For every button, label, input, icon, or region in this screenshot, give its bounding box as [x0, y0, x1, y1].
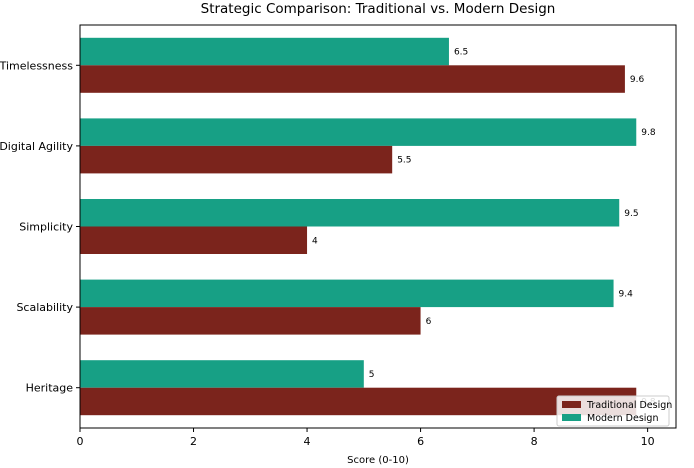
- data-label-modern-digital-agility: 9.8: [641, 128, 656, 138]
- y-tick-label-simplicity: Simplicity: [19, 221, 73, 234]
- x-tick-label-4: 4: [304, 435, 311, 448]
- y-tick-label-digital-agility: Digital Agility: [0, 140, 73, 153]
- bar-traditional-heritage: [80, 387, 637, 416]
- legend-label-modern-design: Modern Design: [587, 413, 658, 424]
- data-label-traditional-simplicity: 4: [312, 236, 318, 246]
- data-label-modern-timelessness: 6.5: [454, 48, 468, 58]
- x-tick-label-6: 6: [417, 435, 424, 448]
- data-label-traditional-timelessness: 9.6: [630, 75, 645, 85]
- data-label-modern-simplicity: 9.5: [624, 209, 638, 219]
- data-label-traditional-scalability: 6: [426, 317, 432, 327]
- legend: Traditional Design Modern Design: [556, 395, 672, 427]
- legend-swatch-traditional-design: [562, 401, 581, 408]
- bar-modern-scalability: [80, 279, 614, 308]
- data-label-modern-heritage: 5: [369, 370, 375, 380]
- bar-modern-digital-agility: [80, 118, 637, 146]
- legend-label-traditional-design: Traditional Design: [586, 400, 672, 411]
- y-tick-label-heritage: Heritage: [26, 382, 74, 395]
- bar-traditional-scalability: [80, 307, 421, 335]
- x-tick-label-10: 10: [641, 435, 655, 448]
- bar-modern-heritage: [80, 360, 364, 388]
- bar-traditional-simplicity: [80, 226, 308, 254]
- x-axis-label: Score (0-10): [347, 455, 409, 466]
- bar-modern-simplicity: [80, 199, 620, 227]
- x-tick-label-8: 8: [531, 435, 538, 448]
- bar-modern-timelessness: [80, 37, 449, 66]
- y-tick-label-timelessness: Timelessness: [0, 59, 73, 72]
- bar-traditional-timelessness: [80, 65, 625, 93]
- data-label-modern-scalability: 9.4: [619, 289, 634, 299]
- legend-swatch-modern-design: [562, 414, 581, 421]
- bar-traditional-digital-agility: [80, 145, 393, 174]
- x-tick-label-0: 0: [77, 435, 84, 448]
- legend-box: [556, 395, 670, 427]
- y-tick-label-scalability: Scalability: [16, 301, 73, 314]
- chart-title: Strategic Comparison: Traditional vs. Mo…: [201, 1, 556, 17]
- data-label-traditional-digital-agility: 5.5: [397, 156, 411, 166]
- x-tick-label-2: 2: [190, 435, 197, 448]
